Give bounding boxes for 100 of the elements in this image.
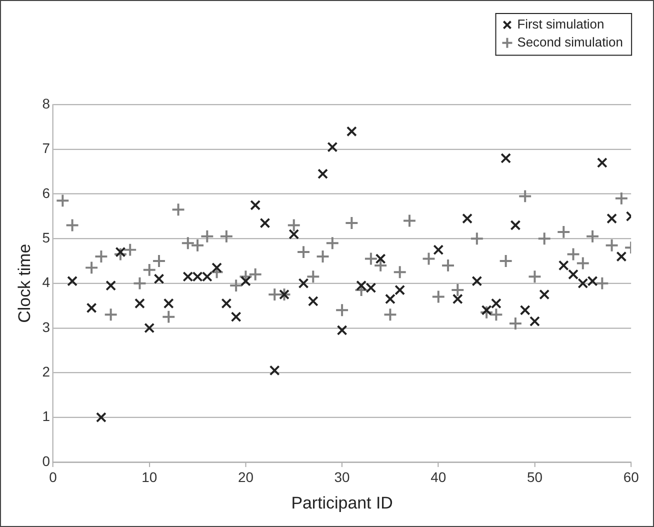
point bbox=[566, 247, 580, 262]
point bbox=[450, 283, 465, 298]
point bbox=[606, 213, 618, 224]
point bbox=[614, 191, 628, 206]
point bbox=[472, 276, 482, 286]
point bbox=[604, 238, 619, 252]
x-tick-label: 10 bbox=[142, 469, 158, 486]
point bbox=[568, 269, 578, 280]
point bbox=[202, 271, 212, 282]
point bbox=[96, 412, 106, 423]
point bbox=[298, 278, 309, 289]
point bbox=[65, 218, 80, 232]
point bbox=[366, 282, 376, 294]
point bbox=[142, 262, 156, 277]
point bbox=[384, 294, 396, 304]
point bbox=[335, 303, 350, 318]
point bbox=[375, 254, 386, 264]
point bbox=[318, 168, 328, 180]
y-tick-label: 8 bbox=[42, 95, 50, 112]
y-tick-label: 4 bbox=[42, 274, 50, 290]
point bbox=[500, 152, 512, 164]
point bbox=[260, 218, 270, 228]
point bbox=[86, 302, 97, 314]
point bbox=[392, 265, 407, 280]
point bbox=[528, 270, 542, 284]
point bbox=[221, 298, 232, 309]
point bbox=[539, 289, 550, 300]
point bbox=[84, 260, 99, 275]
point bbox=[240, 276, 251, 286]
point bbox=[586, 229, 600, 244]
x-tick-label: 40 bbox=[430, 469, 446, 486]
point bbox=[422, 252, 436, 266]
point bbox=[171, 202, 186, 217]
x-axis-title: Participant ID bbox=[291, 494, 393, 513]
point bbox=[441, 258, 456, 272]
point bbox=[288, 228, 300, 240]
point bbox=[286, 218, 301, 232]
point bbox=[452, 294, 463, 304]
point bbox=[308, 296, 318, 306]
point bbox=[115, 246, 126, 258]
point bbox=[431, 290, 446, 304]
point bbox=[616, 251, 627, 262]
legend-label: Second simulation bbox=[517, 34, 623, 50]
x-tick-label: 30 bbox=[334, 469, 350, 486]
x-tick-label: 60 bbox=[623, 469, 640, 486]
point bbox=[470, 232, 484, 246]
point bbox=[402, 214, 416, 228]
point bbox=[510, 220, 521, 230]
point bbox=[490, 298, 502, 309]
point bbox=[462, 213, 473, 224]
point bbox=[250, 200, 261, 210]
point bbox=[578, 278, 588, 289]
point bbox=[383, 308, 398, 322]
point bbox=[336, 325, 348, 336]
point bbox=[344, 216, 359, 230]
point bbox=[518, 189, 532, 204]
y-tick-label: 0 bbox=[42, 452, 50, 469]
point bbox=[327, 142, 338, 152]
point bbox=[94, 250, 108, 264]
point bbox=[106, 280, 116, 291]
point bbox=[433, 244, 444, 256]
y-axis-title: Clock time bbox=[14, 244, 34, 323]
x-tick-label: 20 bbox=[238, 469, 254, 486]
point bbox=[346, 126, 357, 137]
point bbox=[132, 276, 147, 290]
point bbox=[152, 254, 166, 268]
y-tick-label: 7 bbox=[42, 140, 50, 156]
point bbox=[480, 305, 494, 320]
point bbox=[296, 245, 310, 260]
point bbox=[587, 276, 598, 286]
y-tick-label: 1 bbox=[42, 408, 50, 424]
y-tick-label: 5 bbox=[42, 229, 50, 246]
point bbox=[596, 157, 608, 168]
point bbox=[306, 270, 320, 284]
y-tick-label: 6 bbox=[42, 184, 50, 201]
point bbox=[162, 310, 176, 324]
point bbox=[212, 262, 222, 273]
point bbox=[498, 254, 513, 268]
point bbox=[325, 236, 340, 250]
point bbox=[113, 247, 128, 262]
point bbox=[190, 238, 205, 252]
point bbox=[123, 242, 138, 257]
point bbox=[529, 316, 540, 327]
point bbox=[520, 304, 530, 316]
legend-label: First simulation bbox=[517, 16, 604, 32]
point bbox=[508, 316, 522, 331]
y-tick-label: 3 bbox=[42, 318, 50, 335]
point bbox=[316, 250, 330, 264]
point bbox=[356, 280, 367, 291]
point bbox=[56, 194, 70, 208]
point bbox=[182, 271, 194, 282]
point bbox=[394, 284, 406, 296]
point bbox=[595, 276, 610, 290]
x-tick-label: 50 bbox=[526, 469, 543, 486]
point bbox=[134, 298, 145, 309]
point bbox=[230, 312, 242, 322]
point bbox=[481, 304, 492, 316]
point bbox=[229, 278, 244, 293]
point bbox=[576, 256, 590, 270]
point bbox=[558, 260, 569, 271]
